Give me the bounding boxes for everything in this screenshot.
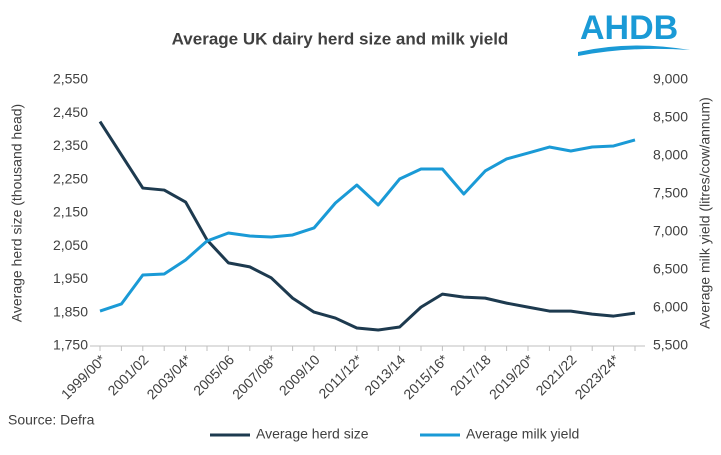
y-tick-label: 1,950 <box>53 270 88 286</box>
y-tick-label: 1,750 <box>53 337 88 353</box>
y2-tick-label: 6,000 <box>653 299 688 315</box>
y-tick-label: 2,250 <box>53 170 88 186</box>
x-tick-label: 2023/24* <box>571 351 622 402</box>
y2-tick-label: 7,500 <box>653 185 688 201</box>
y-tick-label: 2,150 <box>53 204 88 220</box>
logo-swoosh <box>578 45 690 56</box>
x-tick-label: 2019/20* <box>486 351 537 402</box>
series-line <box>98 120 636 332</box>
y2-tick-label: 9,000 <box>653 71 688 87</box>
y2-tick-label: 8,500 <box>653 109 688 125</box>
x-tick-label: 2011/12* <box>315 351 366 402</box>
y2-tick-label: 5,500 <box>653 337 688 353</box>
y-tick-label: 1,850 <box>53 303 88 319</box>
y2-axis-label: Average milk yield (litres/cow/annum) <box>697 97 713 329</box>
y-axis-label: Average herd size (thousand head) <box>9 104 25 322</box>
legend-label: Average milk yield <box>466 426 579 442</box>
y2-tick-label: 7,000 <box>653 223 688 239</box>
x-tick-label: 1999/00* <box>58 351 109 402</box>
source: Source: Defra <box>8 412 95 428</box>
y-tick-label: 2,350 <box>53 137 88 153</box>
y2-tick-label: 8,000 <box>653 147 688 163</box>
y-tick-label: 2,450 <box>53 104 88 120</box>
x-tick-label: 2003/04* <box>143 351 194 402</box>
logo: AHDB <box>580 9 678 47</box>
y2-tick-label: 6,500 <box>653 261 688 277</box>
x-tick-label: 2007/08* <box>229 351 280 402</box>
y-tick-label: 2,550 <box>53 71 88 87</box>
legend-label: Average herd size <box>256 426 369 442</box>
series-line <box>99 138 636 313</box>
y-tick-label: 2,050 <box>53 237 88 253</box>
x-tick-label: 2015/16* <box>400 351 451 402</box>
chart-title: Average UK dairy herd size and milk yiel… <box>172 29 509 48</box>
